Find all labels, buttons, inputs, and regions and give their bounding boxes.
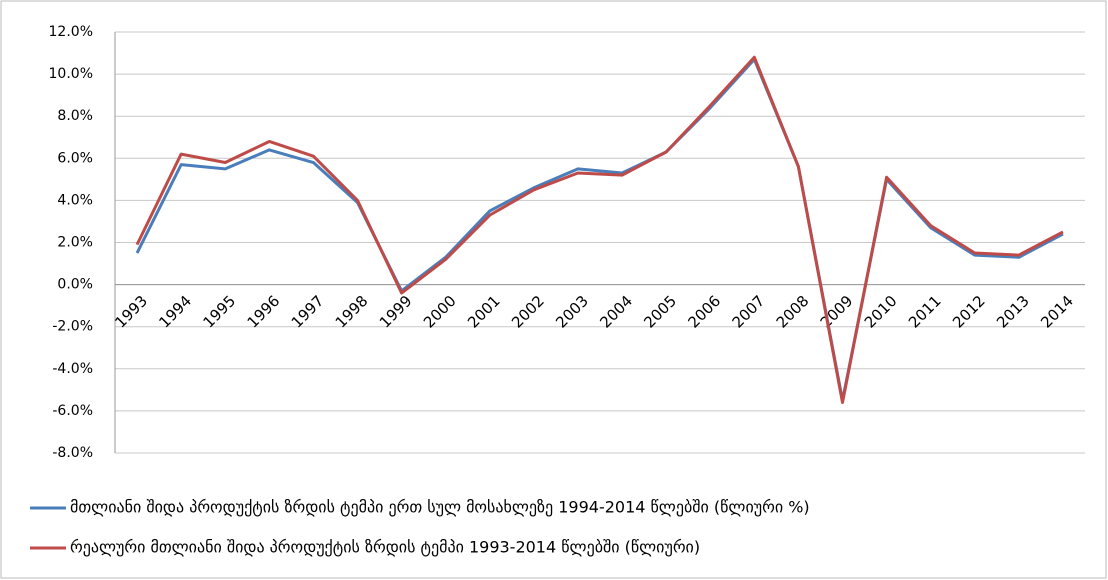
y-tick-label: 4.0% bbox=[57, 192, 93, 208]
legend-label: მთლიანი შიდა პროდუქტის ზრდის ტემპი ერთ ს… bbox=[70, 498, 810, 517]
y-tick-label: 2.0% bbox=[57, 235, 93, 251]
series-line bbox=[135, 55, 1064, 404]
y-tick-label: 12.0% bbox=[49, 24, 93, 40]
legend-label: რეალური მთლიანი შიდა პროდუქტის ზრდის ტემ… bbox=[70, 538, 700, 557]
y-tick-label: -4.0% bbox=[52, 361, 93, 377]
y-tick-label: 10.0% bbox=[49, 66, 93, 82]
y-tick-label: 6.0% bbox=[57, 150, 93, 166]
y-tick-label: 8.0% bbox=[57, 108, 93, 124]
y-tick-label: 0.0% bbox=[57, 277, 93, 293]
y-tick-label: -6.0% bbox=[52, 403, 93, 419]
y-tick-label: -8.0% bbox=[52, 445, 93, 461]
y-tick-label: -2.0% bbox=[52, 319, 93, 335]
